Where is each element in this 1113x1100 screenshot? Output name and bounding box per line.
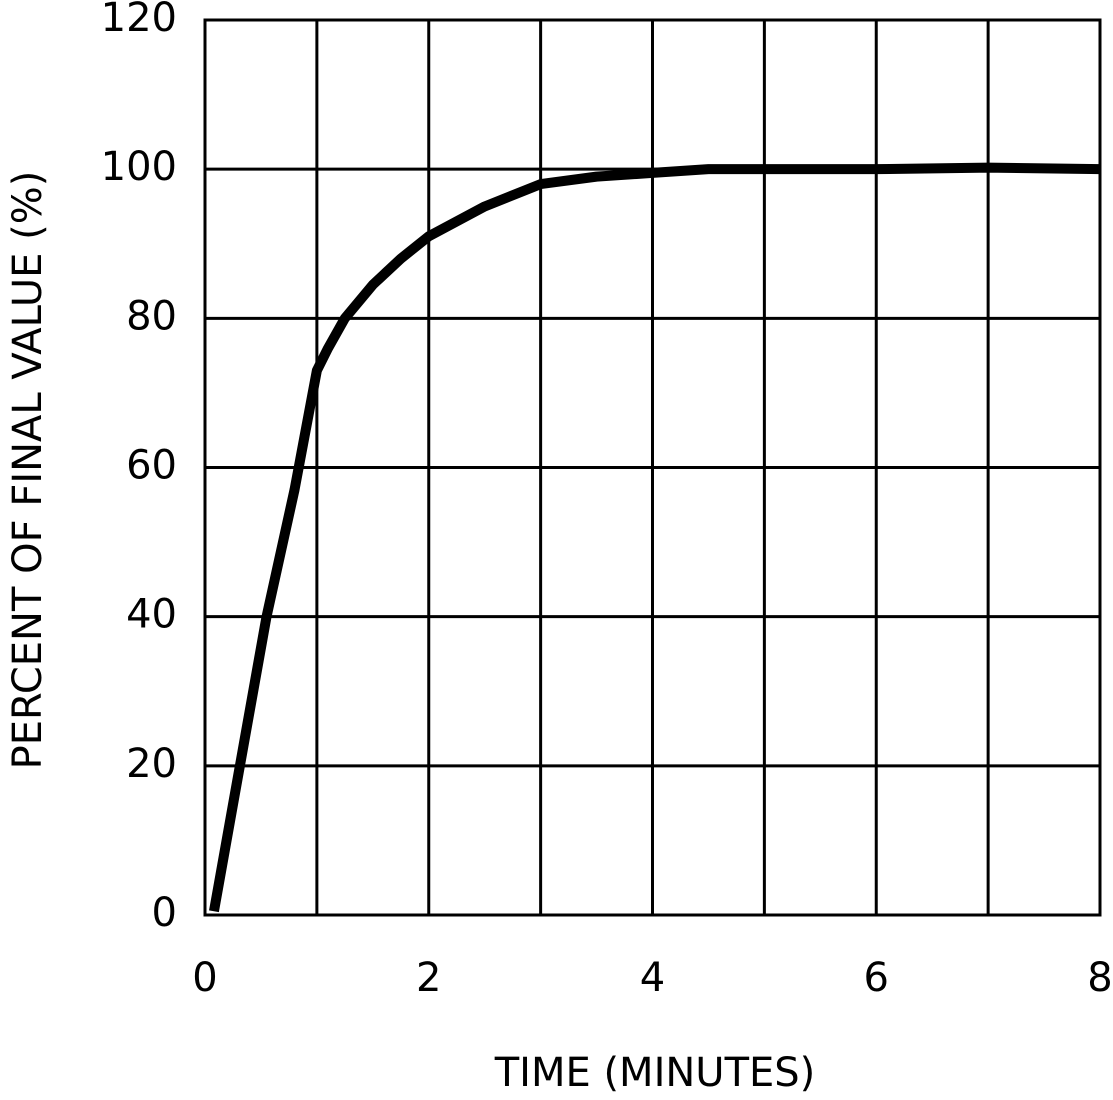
x-tick-label: 0 — [192, 955, 217, 1001]
data-line — [209, 162, 1101, 913]
y-tick-label: 20 — [126, 741, 177, 787]
y-tick-label: 40 — [126, 592, 177, 638]
x-axis-label: TIME (MINUTES) — [494, 1050, 816, 1096]
x-tick-label: 2 — [416, 955, 441, 1001]
y-tick-label: 0 — [152, 890, 177, 936]
x-tick-label: 4 — [640, 955, 665, 1001]
y-tick-label: 80 — [126, 293, 177, 339]
y-tick-label: 100 — [101, 144, 177, 190]
y-axis-label: PERCENT OF FINAL VALUE (%) — [5, 171, 51, 770]
y-tick-label: 60 — [126, 443, 177, 489]
x-tick-label: 6 — [864, 955, 889, 1001]
y-tick-label: 120 — [101, 0, 177, 41]
x-tick-label: 8 — [1087, 955, 1112, 1001]
